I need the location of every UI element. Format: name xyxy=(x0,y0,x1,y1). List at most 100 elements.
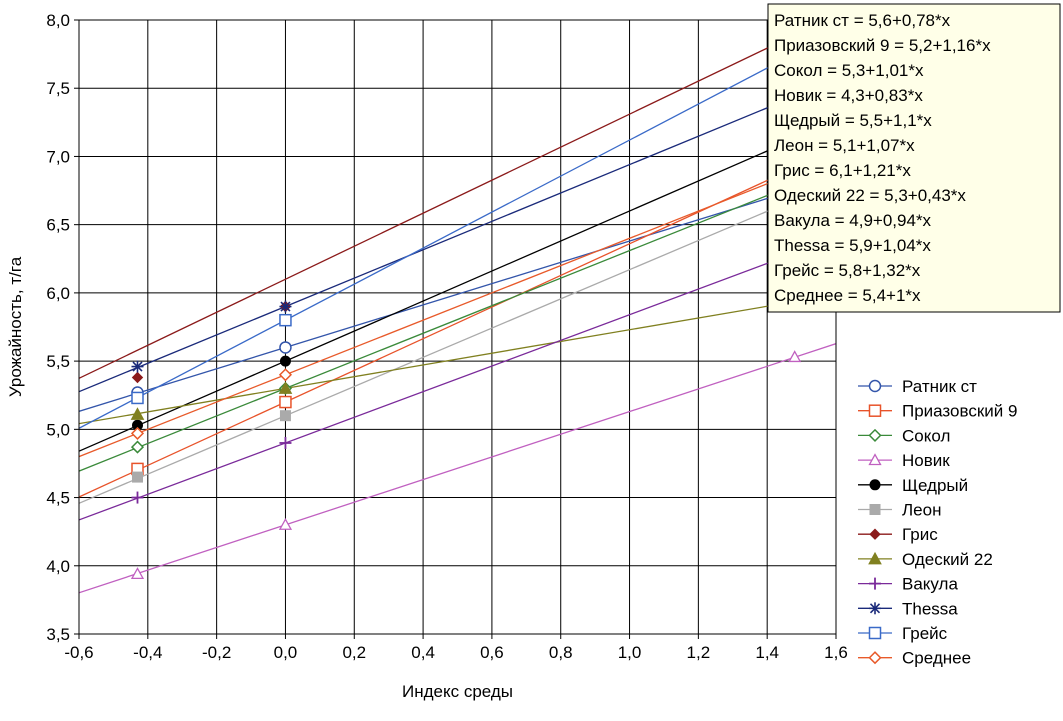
asterisk-stroke xyxy=(132,361,143,372)
legend-item-12: Среднее xyxy=(858,649,971,668)
equation-12: Среднее = 5,4+1*x xyxy=(774,286,921,305)
series-line-1 xyxy=(79,176,836,412)
equation-3: Сокол = 5,3+1,01*x xyxy=(774,61,924,80)
series-line-12 xyxy=(79,155,836,458)
x-tick-label: 1,6 xyxy=(824,643,848,662)
asterisk-stroke xyxy=(869,603,881,614)
legend-label: Грейс xyxy=(902,624,948,643)
triangle-marker xyxy=(130,567,145,580)
x-tick-label: 1,0 xyxy=(618,643,642,662)
equation-2: Приазовский 9 = 5,2+1,16*x xyxy=(774,36,991,55)
x-tick-label: 0,4 xyxy=(411,643,435,662)
series-markers xyxy=(130,300,802,580)
circle-marker xyxy=(868,379,882,393)
square-marker xyxy=(131,471,143,483)
legend-label: Грис xyxy=(902,525,938,544)
triangle-marker xyxy=(788,350,802,363)
legend-label: Приазовский 9 xyxy=(902,402,1017,421)
series-line-7 xyxy=(79,20,828,379)
square-marker xyxy=(279,395,292,409)
legend-item-5: Щедрый xyxy=(858,476,968,495)
legend-label: Новик xyxy=(902,451,950,470)
plus-marker xyxy=(131,491,144,504)
legend-item-1: Ратник ст xyxy=(858,377,977,396)
x-axis-ticks: -0,6 -0,4 -0,2 0,0 0,2 0,4 0,6 0,8 1,0 1,2 1,4 1,6 xyxy=(64,634,848,662)
series-line-8 xyxy=(79,293,836,425)
square-marker xyxy=(279,313,292,327)
square-marker xyxy=(869,504,881,515)
legend-label: Ратник ст xyxy=(902,377,977,396)
diamond-marker xyxy=(131,371,144,384)
legend: Ратник ст Приазовский 9 Сокол Новик Щедрый Ле… xyxy=(858,377,1017,668)
diamond-marker xyxy=(130,440,145,454)
triangle-marker xyxy=(278,381,293,394)
x-tick-label: 0,8 xyxy=(549,643,573,662)
legend-item-4: Новик xyxy=(858,451,950,470)
equation-5: Щедрый = 5,5+1,1*x xyxy=(774,111,932,130)
equation-10: Thessa = 5,9+1,04*x xyxy=(774,236,931,255)
legend-label: Сокол xyxy=(902,426,950,445)
x-tick-label: -0,6 xyxy=(64,643,93,662)
asterisk-marker xyxy=(131,360,144,373)
asterisk-marker xyxy=(869,602,881,615)
equation-1: Ратник ст = 5,6+0,78*x xyxy=(774,11,951,30)
legend-item-8: Одеский 22 xyxy=(858,550,993,569)
grid xyxy=(79,20,836,634)
x-tick-label: 0,6 xyxy=(480,643,504,662)
equation-6: Леон = 5,1+1,07*x xyxy=(774,136,915,155)
y-axis-title: Урожайность, т/га xyxy=(6,256,25,397)
y-tick-label: 5,5 xyxy=(46,352,70,371)
square-marker xyxy=(868,626,882,640)
equation-7: Грис = 6,1+1,21*x xyxy=(774,161,911,180)
x-tick-label: -0,2 xyxy=(202,643,231,662)
square-marker xyxy=(131,391,144,405)
asterisk-stroke xyxy=(280,301,291,312)
y-tick-label: 4,0 xyxy=(46,557,70,576)
legend-item-7: Грис xyxy=(858,525,938,544)
series-lines xyxy=(79,20,836,594)
square-marker xyxy=(279,410,291,422)
x-tick-label: -0,4 xyxy=(133,643,162,662)
square-marker xyxy=(868,404,882,417)
legend-item-10: Thessa xyxy=(858,599,958,618)
diamond-marker xyxy=(868,651,882,665)
equation-4: Новик = 4,3+0,83*x xyxy=(774,86,923,105)
diamond-marker xyxy=(868,428,882,442)
diamond-marker xyxy=(278,368,293,382)
legend-label: Среднее xyxy=(902,649,971,668)
y-tick-label: 3,5 xyxy=(46,625,70,644)
plus-marker xyxy=(869,577,881,590)
legend-item-9: Вакула xyxy=(858,575,958,594)
diamond-marker xyxy=(130,426,145,440)
y-tick-label: 5,0 xyxy=(46,420,70,439)
x-axis-title: Индекс среды xyxy=(402,682,513,701)
equations-box: Ратник ст = 5,6+0,78*x Приазовский 9 = 5,… xyxy=(767,3,1061,313)
y-axis-ticks: 3,5 4,0 4,5 5,0 5,5 6,0 6,5 7,0 7,5 8,0 xyxy=(46,11,79,644)
equation-11: Грейс = 5,8+1,32*x xyxy=(774,261,921,280)
y-tick-label: 6,0 xyxy=(46,284,70,303)
triangle-marker xyxy=(278,518,293,530)
circle-marker xyxy=(869,479,881,491)
legend-label: Thessa xyxy=(902,599,958,618)
x-tick-label: 1,2 xyxy=(687,643,711,662)
legend-label: Вакула xyxy=(902,575,958,594)
x-tick-label: 0,0 xyxy=(274,643,298,662)
legend-item-11: Грейс xyxy=(858,624,948,643)
legend-label: Щедрый xyxy=(902,476,968,495)
triangle-marker xyxy=(868,453,882,466)
series-line-3 xyxy=(79,167,836,472)
legend-item-3: Сокол xyxy=(858,426,950,445)
circle-marker xyxy=(279,355,291,367)
y-tick-label: 6,5 xyxy=(46,216,70,235)
y-tick-label: 7,0 xyxy=(46,147,70,166)
series-line-9 xyxy=(79,237,836,521)
legend-item-2: Приазовский 9 xyxy=(858,402,1017,421)
equation-9: Вакула = 4,9+0,94*x xyxy=(774,211,932,230)
series-line-10 xyxy=(79,78,836,393)
equations-box-bg xyxy=(767,3,1061,313)
x-tick-label: 0,2 xyxy=(342,643,366,662)
legend-label: Леон xyxy=(902,501,941,520)
diamond-marker xyxy=(869,528,881,540)
series-line-4 xyxy=(79,343,836,594)
